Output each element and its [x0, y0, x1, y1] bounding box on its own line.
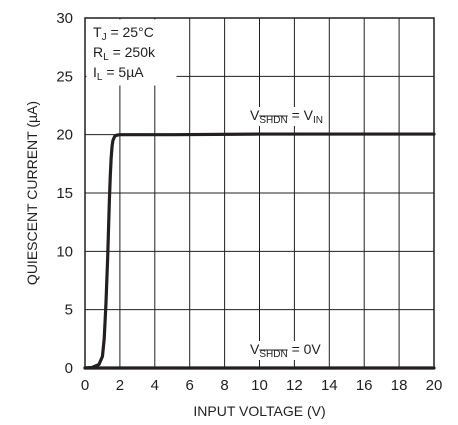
x-axis-label: INPUT VOLTAGE (V)	[193, 403, 325, 419]
x-tick-label-20: 20	[426, 377, 443, 394]
condition-rl-subscript: L	[103, 52, 109, 63]
series-label-shdn-vin-v: V	[250, 107, 260, 123]
y-tick-label-20: 20	[56, 127, 73, 144]
y-axis-ticks: 0 5 10 15 20 25 30	[56, 10, 73, 377]
x-tick-label-0: 0	[81, 377, 89, 394]
condition-il-subscript: L	[97, 72, 103, 83]
y-tick-label-15: 15	[56, 185, 73, 202]
series-label-shdn-vin-subscript: SHDN	[259, 115, 287, 126]
x-tick-label-18: 18	[391, 377, 408, 394]
x-tick-label-14: 14	[321, 377, 338, 394]
condition-il-value: = 5µA	[102, 64, 144, 80]
condition-il-symbol: I	[93, 64, 97, 80]
series-label-shdn-0v-rest: = 0V	[288, 341, 322, 357]
series-label-shdn-vin-rest: = V	[288, 107, 314, 123]
y-axis-label: QUIESCENT CURRENT (µA)	[24, 101, 40, 285]
series-label-shdn-vin-subscript-in: IN	[313, 115, 323, 126]
test-conditions: TJ = 25°C RL = 250k IL = 5µA	[93, 24, 156, 83]
series-label-shdn-vin: VSHDN = VIN	[250, 107, 323, 126]
condition-il: IL = 5µA	[93, 64, 144, 83]
x-tick-label-2: 2	[116, 377, 124, 394]
y-tick-label-0: 0	[65, 360, 73, 377]
x-tick-label-4: 4	[151, 377, 159, 394]
x-tick-label-12: 12	[286, 377, 303, 394]
condition-rl-symbol: R	[93, 44, 103, 60]
conditions-box	[86, 19, 177, 86]
x-axis-ticks: 0 2 4 6 8 10 12 14 16 18 20	[81, 377, 443, 394]
y-tick-label-5: 5	[65, 302, 73, 319]
condition-tj-symbol: T	[93, 24, 102, 40]
y-tick-label-10: 10	[56, 243, 73, 260]
x-tick-label-10: 10	[251, 377, 268, 394]
x-tick-label-16: 16	[356, 377, 373, 394]
series-line-0	[83, 132, 436, 370]
condition-tj: TJ = 25°C	[93, 24, 154, 43]
y-tick-label-25: 25	[56, 68, 73, 85]
condition-rl-value: = 250k	[109, 44, 156, 60]
y-tick-label-30: 30	[56, 10, 73, 27]
condition-tj-value: = 25°C	[107, 24, 154, 40]
condition-rl: RL = 250k	[93, 44, 156, 63]
series-label-shdn-0v: VSHDN = 0V	[250, 341, 321, 360]
x-tick-label-6: 6	[186, 377, 194, 394]
data-series	[83, 132, 436, 370]
series-label-shdn-0v-v: V	[250, 341, 260, 357]
condition-tj-subscript: J	[102, 32, 107, 43]
series-label-shdn-0v-subscript: SHDN	[259, 349, 287, 360]
x-tick-label-8: 8	[220, 377, 228, 394]
